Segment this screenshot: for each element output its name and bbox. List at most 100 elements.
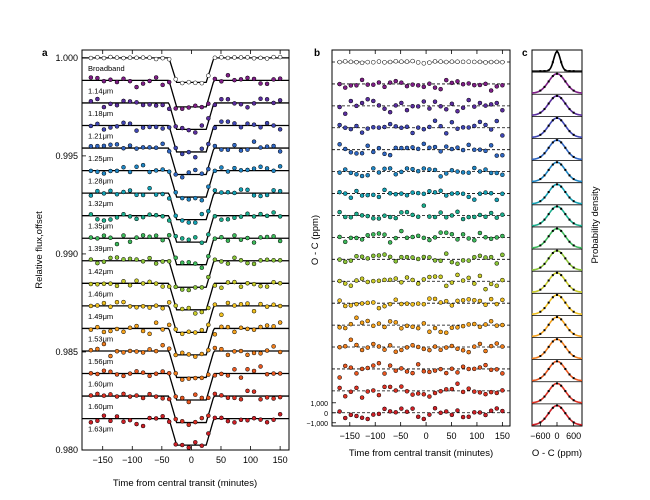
panel-b-residual-point [410,234,415,240]
panel-c-histogram-marker [556,50,558,53]
panel-b-residual-point [382,406,387,412]
panel-c-histogram-marker [551,406,554,409]
panel-b-residual-point [472,238,477,243]
panel-b-residual-point [432,99,438,104]
panel-b-residual-point [488,102,494,107]
panel-a-data-point [101,78,107,84]
panel-c-histogram-marker [539,133,542,136]
panel-a-data-point [179,236,185,241]
panel-b-residual-point [500,107,505,113]
panel-a-data-point [108,125,113,130]
panel-b-residual-point [376,411,382,417]
panel-b-residual-point [365,232,370,238]
panel-a-model-curve [82,305,289,333]
panel-c-histogram-marker [572,355,575,358]
panel-a-data-point [212,373,218,378]
panel-a-data-point [251,368,257,374]
panel-b-residual-point [387,214,393,220]
panel-a-data-point [173,190,178,195]
panel-c-histogram-marker [539,288,542,291]
panel-a-data-point [225,238,231,243]
panel-c-histogram-marker [564,80,567,83]
panel-b-residual-point [371,166,376,171]
panel-b-residual-point [359,366,365,372]
panel-b-residual-point [354,188,359,194]
panel-c-histogram-marker [572,332,575,335]
panel-b-residual-point [488,296,494,302]
panel-a-data-point [160,141,165,147]
panel-b-residual-point [371,60,376,65]
panel-a-data-point [232,165,237,171]
panel-b-residual-point [483,81,488,87]
panel-c-histogram-marker [572,377,575,380]
panel-b-residual-point [427,255,432,260]
panel-b-residual-point [359,77,365,83]
panel-b-residual-point [342,259,348,265]
panel-a-data-point [271,77,276,82]
panel-b-residual-point [365,318,370,324]
panel-a-data-point [95,371,100,377]
panel-b-residual-point [348,337,354,343]
panel-b-residual-point [460,105,466,111]
panel-b-residual-point [354,413,359,419]
panel-b-residual-point [382,232,387,237]
panel-b-residual-point [393,215,398,221]
panel-a-data-point [225,395,231,401]
panel-b-residual-point [387,152,393,158]
panel-a-data-point [166,106,172,112]
panel-c-histogram-marker [560,406,563,409]
panel-c-histogram-marker [547,345,550,348]
panel-b-xtick-label: 100 [469,431,484,441]
panel-a-data-point [199,171,205,176]
panel-a-data-point [127,78,133,84]
panel-a-data-point [160,327,165,332]
panel-b-residual-point [488,408,494,414]
panel-a-data-point [153,145,159,151]
panel-c-xlabel: O - C (ppm) [532,448,582,459]
panel-b-residual-point [415,125,421,130]
panel-a-data-point [212,213,218,219]
panel-a-xtick-label: 100 [243,455,258,465]
panel-b-residual-point [477,191,483,196]
panel-b-residual-point [421,99,427,104]
panel-a-data-point [238,284,244,290]
panel-a-data-point [127,169,133,175]
panel-a-data-point [95,346,100,352]
panel-a-data-point [121,165,126,170]
panel-b-residual-point [494,215,500,220]
panel-a-data-point [225,280,231,285]
panel-b-residual-point [460,191,466,197]
panel-b-residual-point [477,324,483,330]
panel-a-data-point [264,348,270,353]
panel-a-data-point [160,191,165,197]
panel-c-histogram-marker [564,323,567,326]
panel-c-histogram-marker [543,351,546,354]
panel-b-content: −150 −100 −50 0 50 100 150 1,000 0 −1,000 [306,50,510,441]
panel-c-histogram-marker [560,61,563,64]
panel-b-residual-point [399,125,404,131]
panel-a-data-point [186,79,192,85]
panel-b-residual-point [393,297,398,303]
panel-b-residual-point [387,166,393,171]
panel-a-data-point [277,394,283,400]
panel-a-data-point [225,119,231,124]
panel-c-histogram-marker [539,244,542,247]
panel-b-residual-point [483,214,488,220]
panel-a-data-point [277,280,283,286]
panel-b-residual-point [410,82,415,87]
panel-a-data-point [134,100,139,105]
panel-a-data-point [153,320,159,325]
panel-a-data-point [153,103,159,108]
panel-c-histogram-marker [543,262,546,265]
panel-a-data-point [108,369,113,375]
panel-a-series-label: 1.63μm [88,425,113,434]
panel-b-residual-point [376,170,382,175]
panel-a-data-point [225,217,231,222]
panel-b-residual-point [376,231,382,236]
panel-b-residual-point [393,410,398,415]
panel-b-residual-point [449,191,455,196]
panel-a-data-point [95,169,100,175]
panel-b-residual-point [359,254,365,259]
panel-c-histogram-marker [564,235,567,238]
panel-b-residual-point [415,146,421,152]
